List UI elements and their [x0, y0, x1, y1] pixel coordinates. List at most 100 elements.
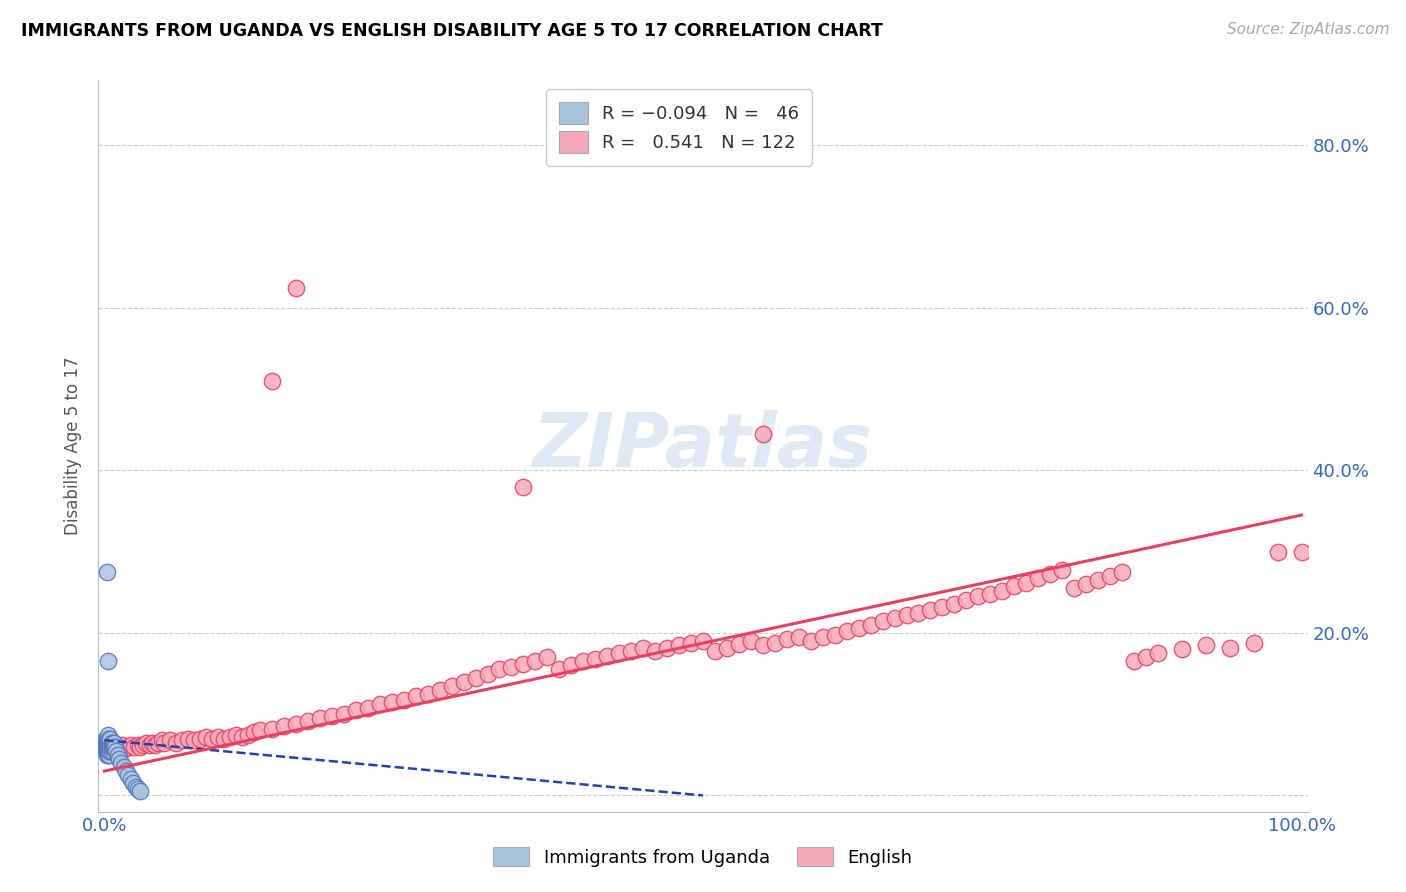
Point — [97, 739, 120, 754]
Point — [1099, 569, 1122, 583]
Point — [150, 733, 173, 747]
Point — [488, 663, 510, 677]
Point — [1039, 567, 1062, 582]
Point — [98, 747, 121, 762]
Point — [249, 723, 271, 738]
Point — [464, 671, 486, 685]
Point — [1171, 642, 1194, 657]
Point — [96, 731, 118, 746]
Point — [1267, 544, 1289, 558]
Point — [94, 736, 117, 750]
Point — [129, 784, 152, 798]
Point — [704, 644, 727, 658]
Point — [1015, 575, 1038, 590]
Point — [219, 730, 242, 744]
Point — [107, 752, 129, 766]
Point — [124, 780, 146, 795]
Point — [284, 280, 307, 294]
Point — [872, 614, 894, 628]
Point — [127, 738, 149, 752]
Point — [631, 640, 654, 655]
Point — [111, 738, 134, 752]
Point — [117, 768, 139, 782]
Point — [97, 747, 120, 762]
Point — [297, 714, 319, 728]
Point — [231, 730, 253, 744]
Text: IMMIGRANTS FROM UGANDA VS ENGLISH DISABILITY AGE 5 TO 17 CORRELATION CHART: IMMIGRANTS FROM UGANDA VS ENGLISH DISABI… — [21, 22, 883, 40]
Point — [159, 733, 181, 747]
Point — [501, 660, 523, 674]
Point — [103, 736, 125, 750]
Point — [127, 781, 149, 796]
Point — [236, 727, 259, 741]
Y-axis label: Disability Age 5 to 17: Disability Age 5 to 17 — [65, 357, 83, 535]
Point — [98, 739, 121, 754]
Point — [620, 644, 643, 658]
Point — [100, 736, 122, 750]
Point — [607, 646, 630, 660]
Point — [560, 658, 582, 673]
Point — [344, 703, 367, 717]
Point — [405, 690, 427, 704]
Point — [115, 764, 138, 778]
Point — [139, 738, 162, 752]
Point — [105, 744, 128, 758]
Legend: R = −0.094   N =   46, R =   0.541   N = 122: R = −0.094 N = 46, R = 0.541 N = 122 — [546, 89, 811, 166]
Point — [100, 731, 122, 746]
Point — [668, 638, 690, 652]
Point — [848, 621, 870, 635]
Point — [752, 638, 775, 652]
Point — [835, 624, 858, 639]
Point — [100, 739, 122, 754]
Point — [883, 611, 905, 625]
Point — [679, 635, 702, 649]
Point — [321, 708, 343, 723]
Point — [536, 650, 558, 665]
Point — [1074, 577, 1097, 591]
Point — [101, 739, 124, 754]
Point — [207, 730, 229, 744]
Point — [907, 606, 929, 620]
Point — [135, 736, 157, 750]
Point — [225, 727, 247, 741]
Point — [716, 640, 738, 655]
Text: Source: ZipAtlas.com: Source: ZipAtlas.com — [1226, 22, 1389, 37]
Point — [107, 747, 129, 762]
Point — [548, 663, 571, 677]
Point — [991, 583, 1014, 598]
Point — [94, 739, 117, 754]
Point — [692, 634, 714, 648]
Point — [1050, 562, 1073, 576]
Point — [107, 739, 129, 754]
Point — [596, 648, 619, 663]
Point — [97, 731, 120, 746]
Point — [103, 739, 125, 754]
Point — [97, 727, 120, 741]
Point — [201, 731, 224, 746]
Point — [931, 599, 953, 614]
Point — [740, 634, 762, 648]
Point — [524, 654, 547, 668]
Point — [1135, 650, 1157, 665]
Point — [260, 722, 283, 736]
Point — [94, 744, 117, 758]
Point — [763, 635, 786, 649]
Point — [477, 666, 499, 681]
Point — [153, 736, 176, 750]
Point — [120, 772, 142, 787]
Point — [1063, 581, 1085, 595]
Point — [440, 679, 463, 693]
Point — [955, 593, 977, 607]
Point — [979, 587, 1001, 601]
Point — [96, 744, 118, 758]
Point — [1195, 638, 1218, 652]
Point — [357, 700, 380, 714]
Point — [655, 640, 678, 655]
Point — [129, 739, 152, 754]
Point — [100, 741, 122, 756]
Point — [183, 733, 205, 747]
Point — [1243, 635, 1265, 649]
Point — [165, 736, 187, 750]
Point — [105, 741, 128, 756]
Point — [124, 739, 146, 754]
